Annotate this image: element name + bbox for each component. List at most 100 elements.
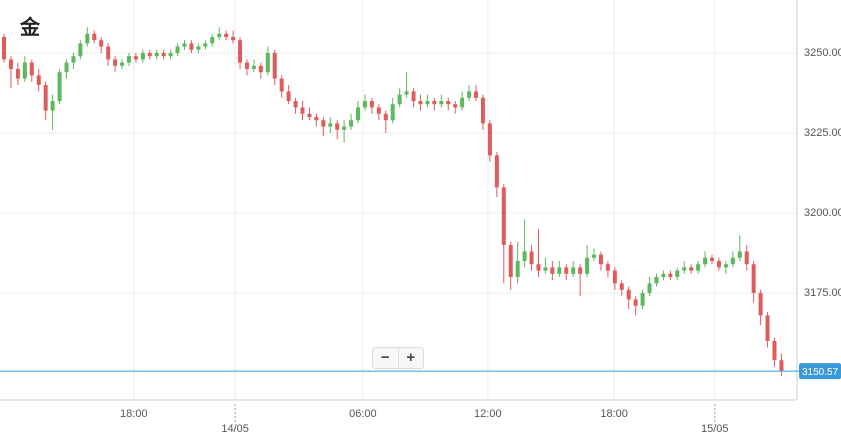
- candle-body: [36, 75, 41, 85]
- candle-body: [696, 264, 701, 271]
- candle-body: [2, 36, 7, 60]
- candle-body: [598, 254, 603, 265]
- candle-body: [286, 91, 291, 101]
- candle-body: [182, 43, 187, 47]
- candle-body: [744, 251, 749, 265]
- candle-body: [99, 40, 104, 47]
- candle-body: [779, 360, 784, 372]
- candle-body: [418, 100, 423, 105]
- candle-body: [689, 267, 694, 271]
- candle-body: [251, 65, 256, 69]
- x-tick-label: 18:00: [600, 408, 628, 420]
- candle-body: [710, 257, 715, 261]
- y-tick-label: 3225.00: [804, 127, 841, 139]
- candle-body: [404, 91, 409, 95]
- candle-body: [78, 43, 83, 57]
- candle-body: [494, 155, 499, 188]
- candle-body: [92, 33, 97, 41]
- candle-body: [293, 100, 298, 108]
- candle-body: [224, 33, 229, 37]
- candle-body: [390, 104, 395, 121]
- candle-body: [106, 46, 111, 60]
- candle-body: [175, 46, 180, 53]
- candle-body: [654, 276, 659, 284]
- zoom-controls: − +: [372, 347, 424, 369]
- candle-body: [675, 270, 680, 277]
- candle-body: [258, 65, 263, 73]
- candle-body: [578, 267, 583, 274]
- candle-body: [342, 126, 347, 130]
- candle-body: [508, 244, 513, 277]
- candle-body: [501, 187, 506, 245]
- current-price-box: [799, 363, 841, 380]
- candle-body: [22, 62, 27, 79]
- candle-body: [126, 56, 131, 63]
- candle-body: [605, 264, 610, 271]
- x-tick-label: 18:00: [120, 408, 148, 420]
- candle-body: [703, 257, 708, 265]
- candle-body: [619, 283, 624, 290]
- candle-body: [585, 257, 590, 274]
- candle-body: [279, 78, 284, 92]
- candle-body: [168, 52, 173, 57]
- candle-body: [730, 257, 735, 265]
- candle-body: [716, 260, 721, 268]
- candle-body: [751, 264, 756, 293]
- candle-body: [244, 62, 249, 69]
- candle-body: [321, 120, 326, 127]
- candle-body: [43, 84, 48, 111]
- candle-body: [356, 107, 361, 121]
- candle-body: [682, 267, 687, 271]
- candle-body: [529, 251, 534, 265]
- candle-body: [432, 100, 437, 105]
- x-tick-label: 06:00: [349, 408, 377, 420]
- candle-body: [376, 107, 381, 114]
- candle-body: [723, 264, 728, 268]
- candle-body: [411, 91, 416, 101]
- y-tick-label: 3250.00: [804, 47, 841, 59]
- candle-body: [8, 59, 13, 69]
- candle-body: [307, 113, 312, 117]
- candle-body: [522, 251, 527, 261]
- candle-body: [536, 264, 541, 271]
- candle-body: [467, 91, 472, 98]
- candle-body: [196, 46, 201, 50]
- candle-body: [439, 100, 444, 105]
- candle-body: [217, 33, 222, 37]
- candle-body: [238, 40, 243, 63]
- candle-body: [85, 33, 90, 44]
- candle-body: [29, 62, 34, 76]
- candle-body: [592, 254, 597, 258]
- x-tick-label: 12:00: [474, 408, 502, 420]
- candle-body: [328, 123, 333, 127]
- candle-body: [15, 68, 20, 79]
- candle-body: [64, 62, 69, 73]
- candle-body: [487, 123, 492, 156]
- candle-body: [515, 260, 520, 277]
- zoom-out-button[interactable]: −: [380, 349, 390, 366]
- candle-body: [737, 251, 742, 258]
- candle-body: [203, 43, 208, 47]
- candle-body: [425, 100, 430, 105]
- candle-body: [161, 52, 166, 57]
- candle-body: [765, 315, 770, 341]
- zoom-in-button[interactable]: +: [397, 348, 424, 368]
- candle-body: [120, 62, 125, 66]
- chart-title: 金: [20, 15, 40, 39]
- current-price-label: 3150.57: [802, 367, 839, 378]
- candle-body: [335, 123, 340, 130]
- candle-body: [71, 56, 76, 63]
- candle-body: [349, 120, 354, 127]
- candle-body: [474, 91, 479, 98]
- candle-body: [626, 289, 631, 300]
- candle-body: [231, 36, 236, 41]
- candle-body: [668, 273, 673, 277]
- y-tick-label: 3200.00: [804, 207, 841, 219]
- candle-body: [564, 267, 569, 274]
- candle-body: [272, 52, 277, 79]
- candle-body: [446, 100, 451, 105]
- candle-body: [397, 94, 402, 105]
- date-label: 14/05: [221, 423, 249, 435]
